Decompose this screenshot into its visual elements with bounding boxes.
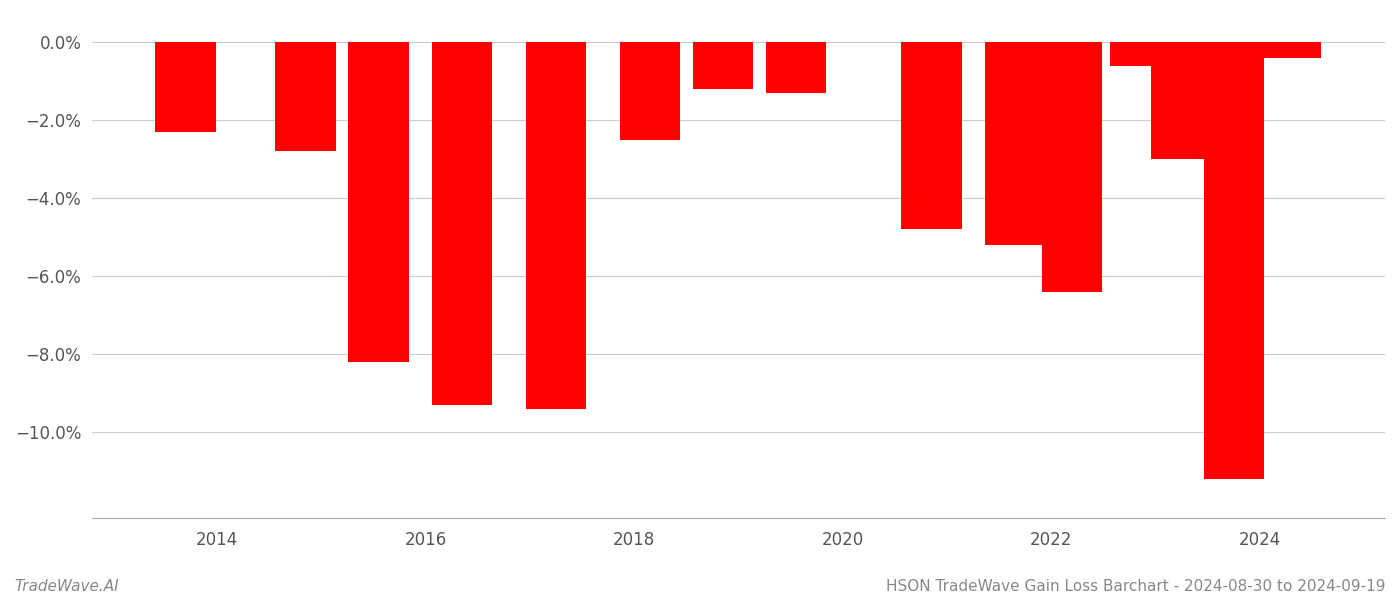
Text: TradeWave.AI: TradeWave.AI xyxy=(14,579,119,594)
Bar xyxy=(276,42,336,151)
Bar xyxy=(1110,42,1170,65)
Bar xyxy=(349,42,409,362)
Bar xyxy=(155,42,216,132)
Bar xyxy=(1204,42,1264,479)
Bar xyxy=(902,42,962,229)
Bar xyxy=(1042,42,1102,292)
Bar xyxy=(1261,42,1322,58)
Bar xyxy=(766,42,826,93)
Bar xyxy=(984,42,1044,245)
Bar xyxy=(525,42,587,409)
Bar xyxy=(431,42,493,405)
Text: HSON TradeWave Gain Loss Barchart - 2024-08-30 to 2024-09-19: HSON TradeWave Gain Loss Barchart - 2024… xyxy=(886,579,1386,594)
Bar xyxy=(693,42,753,89)
Bar xyxy=(620,42,680,140)
Bar xyxy=(1151,42,1212,159)
